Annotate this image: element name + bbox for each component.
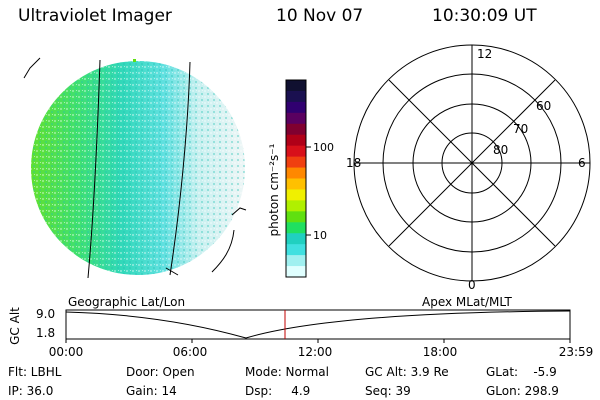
color-bar-segment — [286, 255, 306, 267]
color-bar-segment — [286, 90, 306, 103]
info-ip: IP: 36.0 — [8, 384, 54, 398]
info-mode: Mode: Normal — [245, 365, 329, 379]
lat-label-60: 60 — [536, 99, 551, 113]
timeline-x-tick-0600: 06:00 — [173, 345, 208, 359]
info-dsp: Dsp: 4.9 — [245, 384, 311, 398]
color-bar-segment — [286, 112, 306, 125]
date-label: 10 Nov 07 — [276, 6, 364, 26]
info-flt: Flt: LBHL — [8, 365, 62, 379]
mlt-label-right: 6 — [578, 156, 586, 170]
color-bar-segment — [286, 156, 306, 169]
timeline-x-tick-0000: 00:00 — [49, 345, 84, 359]
timeline-left-title: Geographic Lat/Lon — [68, 295, 185, 309]
color-bar-segment — [286, 189, 306, 201]
color-bar-segment — [286, 266, 306, 278]
color-bar-segment — [286, 101, 306, 114]
color-bar — [286, 80, 306, 278]
timeline-plot: Geographic Lat/Lon Apex MLat/MLT GC Alt … — [8, 295, 593, 359]
polar-plot — [353, 44, 591, 282]
color-bar-segment — [286, 211, 306, 223]
color-bar-segment — [286, 80, 306, 92]
timeline-y-tick-1-8: 1.8 — [36, 326, 55, 340]
timeline-x-tick-2359: 23:59 — [559, 345, 594, 359]
color-bar-segment — [286, 244, 306, 256]
color-bar-segment — [286, 134, 306, 147]
color-bar-segment — [286, 123, 306, 136]
lat-label-70: 70 — [513, 122, 528, 136]
mlt-label-bottom: 0 — [468, 278, 476, 292]
color-bar-segment — [286, 200, 306, 212]
timeline-y-tick-9: 9.0 — [36, 307, 55, 321]
lat-label-80: 80 — [493, 143, 508, 157]
color-bar-segment — [286, 233, 306, 245]
info-door: Door: Open — [126, 365, 195, 379]
colorbar-unit-label: photon cm⁻²s⁻¹ — [267, 143, 281, 236]
color-bar-segment — [286, 222, 306, 234]
timeline-x-tick-1200: 12:00 — [298, 345, 333, 359]
timeline-x-tick-1800: 18:00 — [423, 345, 458, 359]
color-bar-segment — [286, 178, 306, 190]
uv-image-disk — [23, 57, 247, 279]
colorbar-tick-100: 100 — [313, 141, 334, 154]
info-gain: Gain: 14 — [126, 384, 177, 398]
time-label: 10:30:09 UT — [432, 6, 537, 26]
mlt-label-top: 12 — [477, 47, 492, 61]
colorbar-tick-10: 10 — [313, 229, 327, 242]
timeline-y-axis-label: GC Alt — [8, 307, 22, 345]
timeline-right-title: Apex MLat/MLT — [422, 295, 512, 309]
page-title: Ultraviolet Imager — [18, 6, 172, 26]
mlt-label-left: 18 — [346, 156, 361, 170]
info-seq: Seq: 39 — [365, 384, 411, 398]
info-gc-alt: GC Alt: 3.9 Re — [365, 365, 449, 379]
color-bar-segment — [286, 145, 306, 158]
color-bar-segment — [286, 167, 306, 179]
info-glat: GLat: -5.9 — [486, 365, 557, 379]
info-glon: GLon: 298.9 — [486, 384, 559, 398]
